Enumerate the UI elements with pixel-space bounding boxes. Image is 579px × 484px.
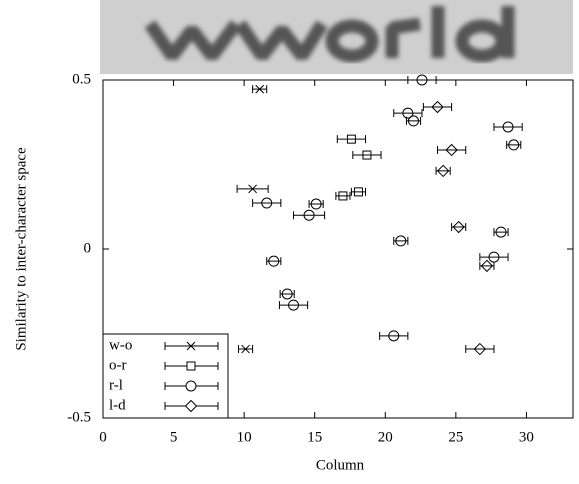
error-bar (252, 199, 282, 208)
point (248, 184, 257, 194)
point (508, 139, 520, 151)
y-tick-label: 0.5 (72, 71, 91, 87)
point (388, 330, 400, 342)
error-bar (352, 151, 382, 160)
error-bar (350, 187, 367, 196)
point (255, 84, 265, 94)
error-bar (336, 135, 367, 144)
legend-marker (186, 361, 196, 371)
point (395, 235, 407, 247)
error-bar (479, 261, 495, 270)
point (452, 220, 465, 234)
legend-label: w-o (109, 337, 132, 353)
error-bar (278, 301, 309, 310)
word-image (100, 0, 573, 74)
error-bar (422, 103, 453, 112)
point (310, 198, 322, 210)
legend-marker (186, 341, 196, 351)
error-bar (465, 345, 495, 354)
point (495, 226, 507, 238)
x-tick-label: 20 (378, 429, 393, 445)
x-tick-label: 15 (307, 429, 322, 445)
x-tick-label: 10 (237, 429, 252, 445)
point (338, 191, 348, 201)
x-tick-label: 5 (170, 429, 178, 445)
point (281, 288, 293, 300)
error-bar (493, 122, 523, 131)
point (445, 143, 458, 157)
point (303, 209, 315, 221)
y-axis-label: Similarity to inter-character space (13, 147, 29, 351)
point (241, 344, 250, 354)
x-tick-label: 0 (99, 429, 107, 445)
point (502, 121, 514, 133)
error-bar (393, 109, 423, 118)
point (480, 259, 494, 273)
error-bar (407, 76, 437, 84)
y-tick-label: 0 (84, 240, 92, 256)
legend-marker (185, 380, 197, 392)
point (362, 150, 372, 160)
error-bar (437, 145, 467, 154)
point (268, 255, 280, 267)
point (473, 342, 487, 356)
point (402, 107, 414, 119)
error-bar (379, 331, 409, 340)
point (288, 299, 300, 311)
error-bar (479, 253, 509, 262)
legend-label: l-d (109, 397, 126, 413)
point (436, 164, 450, 178)
x-axis-label: Column (316, 457, 365, 473)
point (353, 187, 363, 197)
error-bar (335, 191, 351, 200)
point (416, 74, 428, 86)
y-tick-label: -0.5 (67, 409, 91, 425)
legend-label: o-r (109, 357, 127, 373)
x-tick-label: 30 (519, 429, 534, 445)
point (261, 197, 273, 209)
point (408, 115, 420, 127)
legend-label: r-l (109, 377, 123, 393)
point (431, 100, 444, 114)
x-tick-label: 25 (448, 429, 463, 445)
error-bar (451, 223, 467, 232)
error-bar (293, 211, 326, 220)
legend-marker (184, 399, 198, 413)
point (346, 134, 356, 144)
error-bar (435, 166, 451, 175)
